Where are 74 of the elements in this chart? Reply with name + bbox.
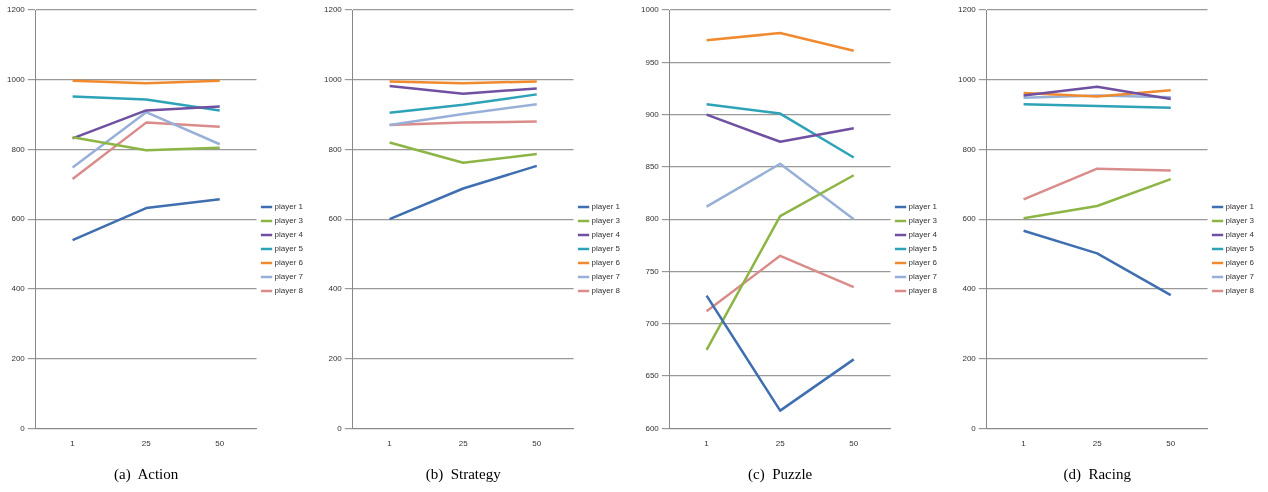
legend-label: player 1 [591,202,621,212]
legend-label: player 8 [908,286,938,296]
legend-label: player 6 [274,258,304,268]
legend-label: player 1 [908,202,938,212]
x-tick-label: 25 [141,439,152,449]
y-tick-label: 950 [645,57,660,67]
x-axis-title: (d) Racing [1063,465,1132,483]
y-tick-label: 1000 [7,74,26,84]
y-tick-label: 0 [337,423,343,433]
legend-label: player 5 [1225,244,1255,254]
y-tick-label: 1200 [958,5,977,15]
y-tick-label: 1000 [958,74,977,84]
legend-label: player 5 [591,244,621,254]
legend-label: player 6 [1225,258,1255,268]
x-tick-label: 25 [458,439,469,449]
x-tick-label: 1 [70,439,76,449]
y-tick-label: 0 [20,423,26,433]
y-tick-label: 200 [328,353,343,363]
x-axis-title: (b) Strategy [425,465,502,483]
y-tick-label: 850 [645,162,660,172]
legend-label: player 7 [908,272,938,282]
y-tick-label: 1200 [324,5,343,15]
y-tick-label: 800 [11,144,26,154]
x-tick-label: 1 [1021,439,1027,449]
y-tick-label: 800 [328,144,343,154]
x-tick-label: 50 [215,439,225,449]
legend-label: player 4 [1225,230,1255,240]
legend-label: player 4 [908,230,938,240]
x-axis-title: (a) Action [114,465,179,483]
legend-label: player 4 [591,230,621,240]
y-tick-label: 600 [328,214,343,224]
y-tick-label: 600 [645,423,660,433]
legend-label: player 3 [1225,216,1255,226]
y-tick-label: 750 [645,266,660,276]
legend-label: player 7 [591,272,621,282]
legend-label: player 8 [1225,286,1255,296]
x-tick-label: 1 [387,439,393,449]
y-tick-label: 400 [11,284,26,294]
x-tick-label: 1 [704,439,710,449]
legend-label: player 3 [591,216,621,226]
legend-label: player 1 [274,202,304,212]
y-tick-label: 700 [645,319,660,328]
y-tick-label: 200 [11,353,26,363]
y-tick-label: 0 [971,423,977,433]
legend-label: player 3 [274,216,304,226]
y-tick-label: 600 [11,214,26,224]
legend-label: player 6 [908,258,938,268]
legend-label: player 8 [591,286,621,296]
legend-label: player 5 [908,244,938,254]
x-tick-label: 50 [1166,439,1176,449]
legend-label: player 4 [274,230,304,240]
x-axis-title: (c) Puzzle [748,465,813,483]
x-tick-label: 25 [775,439,786,449]
y-tick-label: 1200 [7,5,26,15]
legend-label: player 8 [274,286,304,296]
y-tick-label: 1000 [641,5,660,15]
legend-label: player 3 [908,216,938,226]
legend-label: player 5 [274,244,304,254]
y-tick-label: 900 [645,109,660,119]
x-tick-label: 25 [1092,439,1103,449]
legend-label: player 7 [1225,272,1255,282]
y-tick-label: 400 [962,284,977,294]
y-tick-label: 650 [645,371,660,381]
legend-label: player 1 [1225,202,1255,212]
legend-label: player 7 [274,272,304,282]
y-tick-label: 800 [645,214,660,224]
y-tick-label: 200 [962,353,977,363]
y-tick-label: 800 [962,144,977,154]
x-tick-label: 50 [532,439,542,449]
y-tick-label: 600 [962,214,977,224]
y-tick-label: 400 [328,284,343,294]
x-tick-label: 50 [849,439,859,449]
y-tick-label: 1000 [324,74,343,84]
legend-label: player 6 [591,258,621,268]
